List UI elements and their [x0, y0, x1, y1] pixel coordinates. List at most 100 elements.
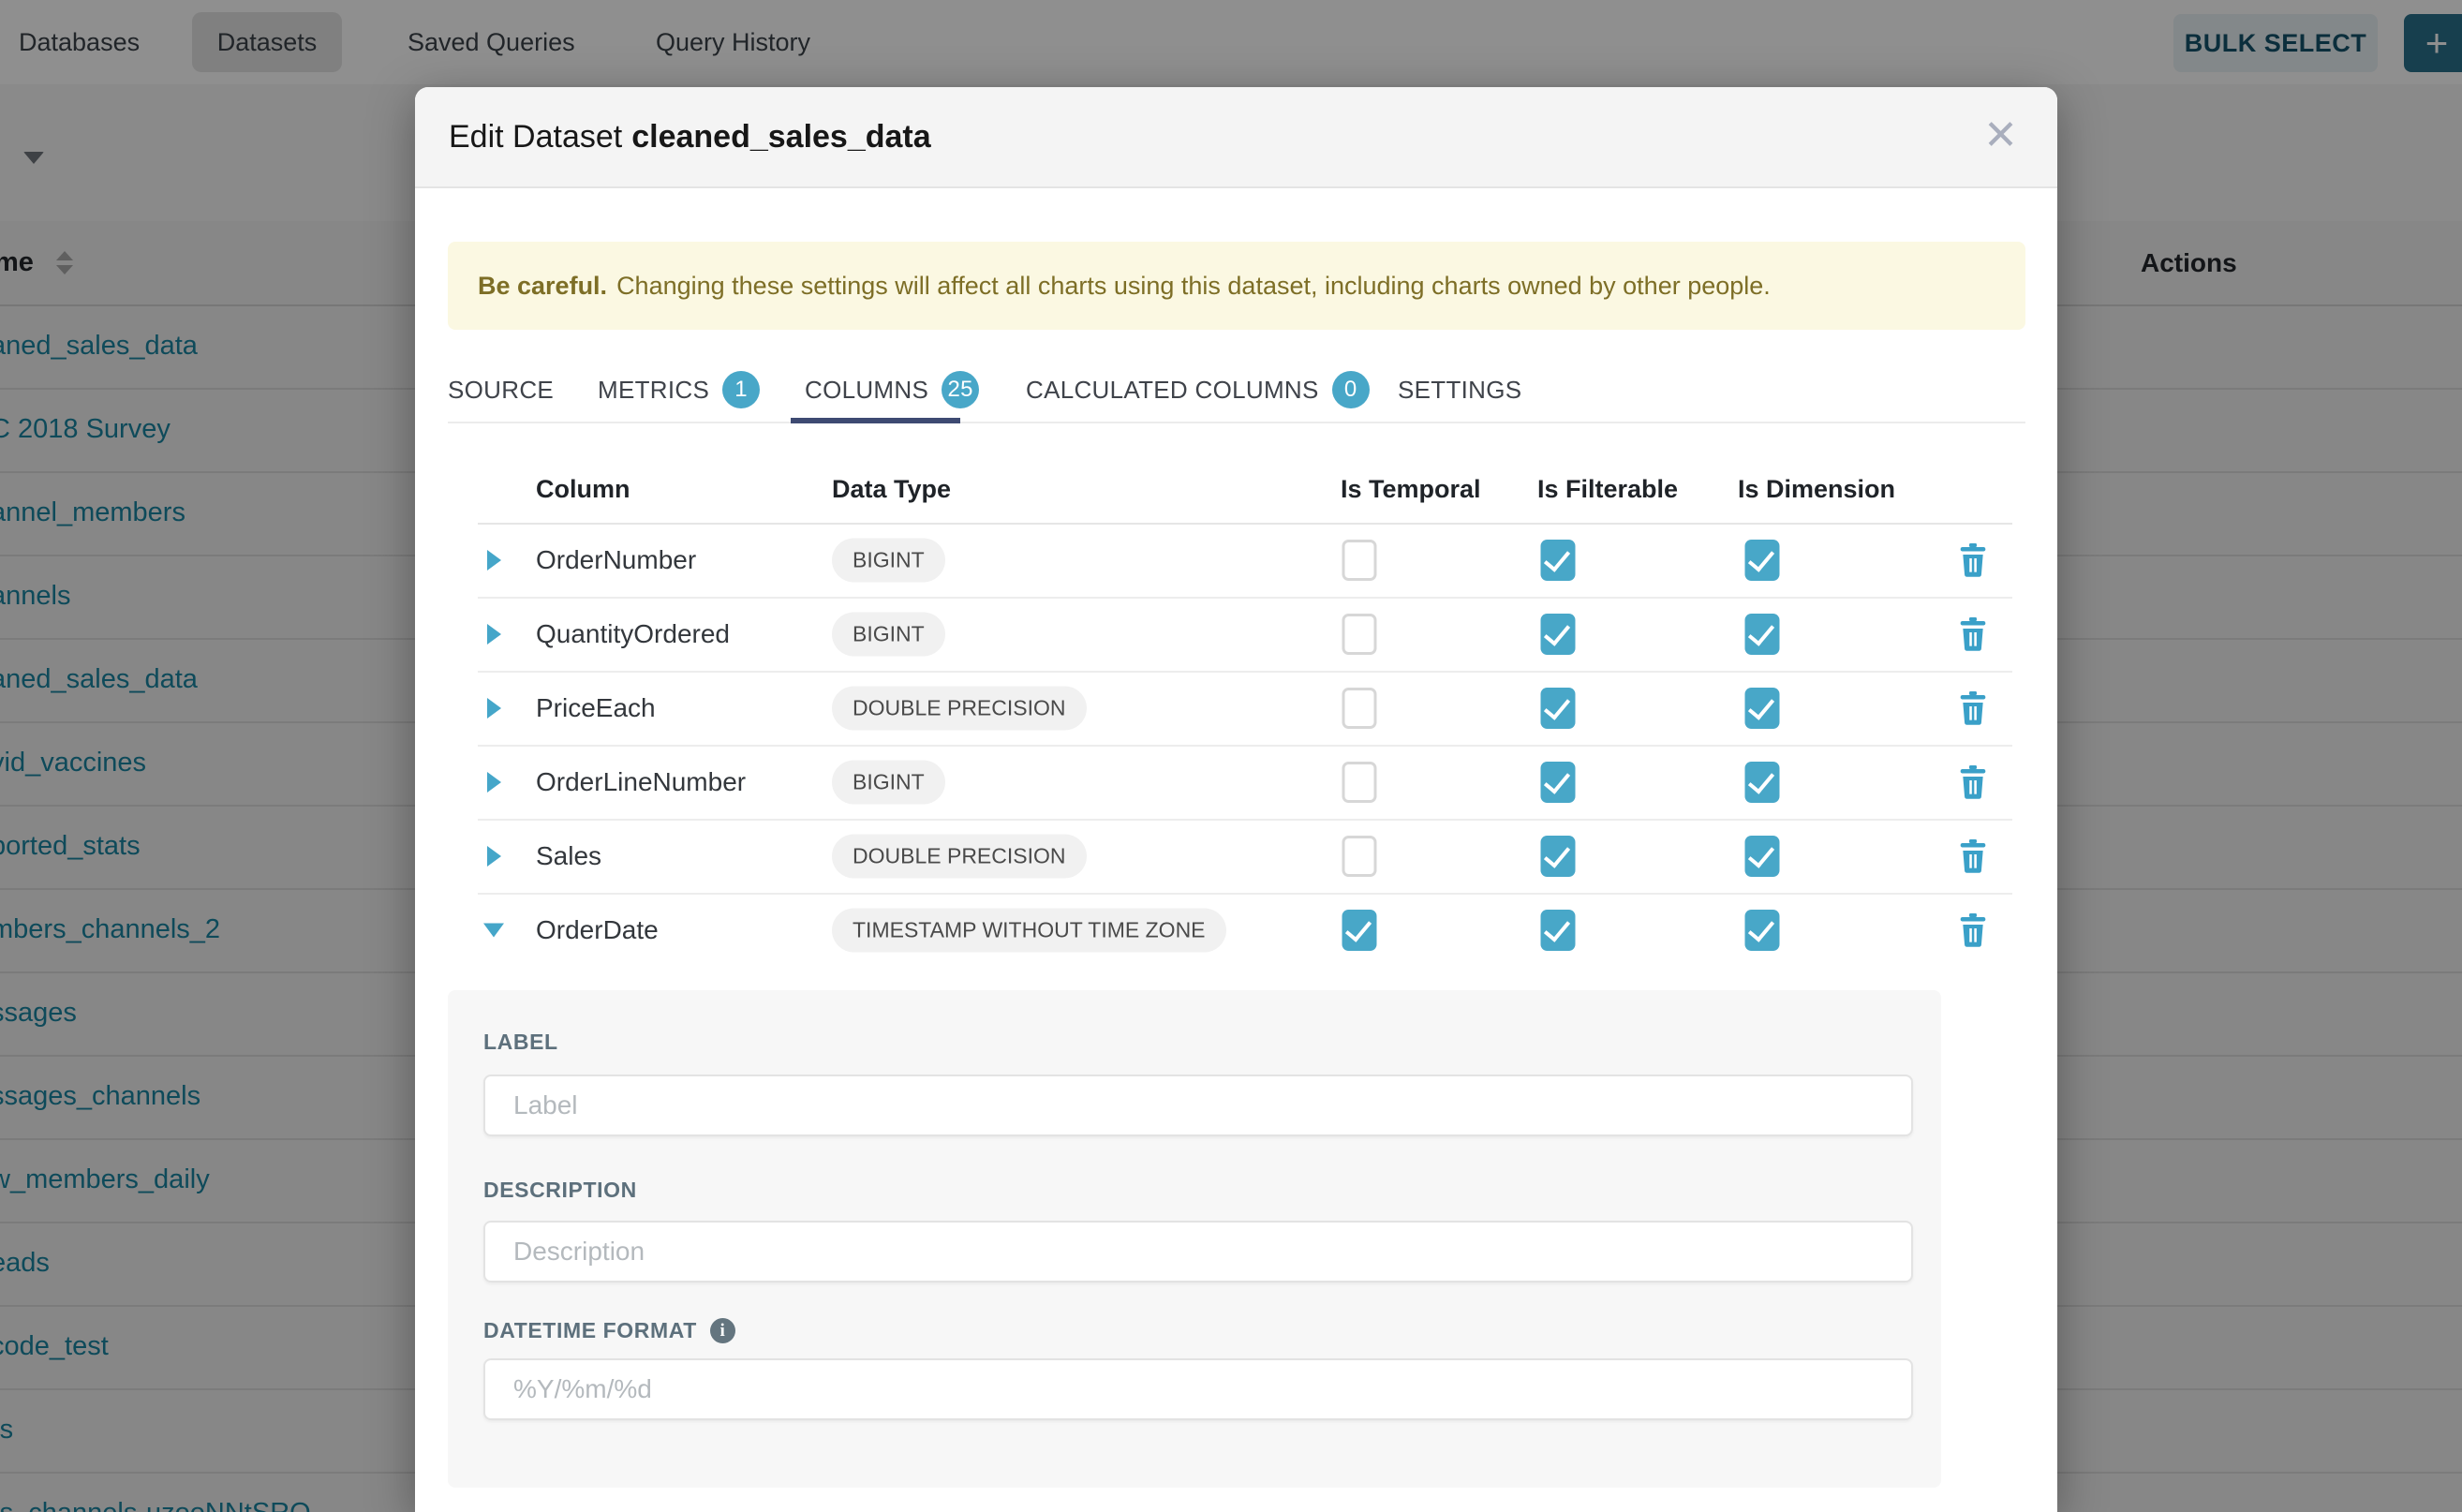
metrics-count-badge: 1: [722, 371, 761, 408]
expand-caret-icon[interactable]: [487, 697, 501, 719]
is-dimension-checkbox[interactable]: [1744, 835, 1780, 877]
dataset-link[interactable]: ported_stats: [0, 831, 141, 861]
dataset-link[interactable]: ssages_channels: [0, 1081, 201, 1111]
active-tab-underline: [791, 418, 960, 423]
dataset-link[interactable]: ssages: [0, 998, 77, 1028]
is-filterable-checkbox[interactable]: [1540, 687, 1576, 729]
tab-metrics[interactable]: METRICS 1: [598, 363, 761, 416]
top-navigation: Databases Datasets Saved Queries Query H…: [0, 0, 2462, 86]
is-dimension-checkbox[interactable]: [1744, 687, 1780, 729]
nav-item-databases[interactable]: Databases: [19, 27, 141, 56]
modal-title-prefix: Edit Dataset: [449, 118, 623, 155]
is-temporal-checkbox[interactable]: [1342, 687, 1377, 729]
warning-banner: Be careful. Changing these settings will…: [448, 242, 2025, 330]
data-type-pill: BIGINT: [832, 612, 945, 656]
column-name: Sales: [536, 840, 602, 870]
description-input[interactable]: [483, 1221, 1913, 1282]
is-filterable-checkbox[interactable]: [1540, 909, 1576, 951]
tab-label: CALCULATED COLUMNS: [1026, 375, 1319, 404]
tab-label: SOURCE: [448, 375, 555, 404]
dataset-link[interactable]: rs_channels-uzooNNtSRO: [0, 1472, 311, 1512]
is-filterable-checkbox[interactable]: [1540, 613, 1576, 655]
is-filterable-checkbox[interactable]: [1540, 835, 1576, 877]
tab-source[interactable]: SOURCE: [448, 363, 554, 416]
is-temporal-checkbox[interactable]: [1342, 761, 1377, 803]
is-temporal-checkbox[interactable]: [1342, 835, 1377, 877]
field-label-text: LABEL: [483, 1030, 558, 1054]
table-row: OrderNumber BIGINT: [478, 523, 2012, 599]
collapse-caret-icon[interactable]: [483, 923, 504, 937]
is-dimension-checkbox[interactable]: [1744, 761, 1780, 803]
dataset-link[interactable]: vid_vaccines: [0, 748, 147, 778]
column-name: OrderLineNumber: [536, 766, 747, 796]
dataset-link[interactable]: annel_members: [0, 497, 185, 527]
tab-label: METRICS: [598, 375, 710, 404]
column-name: QuantityOrdered: [536, 618, 730, 648]
expand-caret-icon[interactable]: [487, 771, 501, 793]
expand-caret-icon[interactable]: [487, 549, 501, 571]
label-input[interactable]: [483, 1075, 1913, 1136]
columns-table-header: Column Data Type Is Temporal Is Filterab…: [478, 455, 2012, 525]
is-filterable-checkbox[interactable]: [1540, 539, 1576, 581]
field-label-text: DATETIME FORMAT: [483, 1318, 697, 1342]
datetime-format-input[interactable]: [483, 1358, 1913, 1420]
table-row: PriceEach DOUBLE PRECISION: [478, 671, 2012, 747]
modal-header: Edit Dataset cleaned_sales_data ✕: [415, 87, 2057, 188]
list-item: rs_channels-uzooNNtSRO: [0, 1472, 2462, 1512]
dataset-link[interactable]: aned_sales_data: [0, 331, 198, 361]
dataset-link[interactable]: eads: [0, 1248, 50, 1278]
is-filterable-checkbox[interactable]: [1540, 761, 1576, 803]
bulk-select-button[interactable]: BULK SELECT: [2173, 14, 2378, 72]
tab-settings[interactable]: SETTINGS: [1398, 363, 1521, 416]
is-temporal-checkbox[interactable]: [1342, 613, 1377, 655]
nav-item-datasets-active[interactable]: Datasets: [192, 12, 342, 72]
dataset-link[interactable]: annels: [0, 581, 71, 611]
data-type-pill: TIMESTAMP WITHOUT TIME ZONE: [832, 908, 1226, 952]
close-icon[interactable]: ✕: [1983, 112, 2018, 158]
sort-icon[interactable]: [56, 251, 73, 274]
delete-column-button[interactable]: [1958, 690, 1988, 725]
delete-column-button[interactable]: [1958, 764, 1988, 799]
info-icon[interactable]: i: [709, 1318, 735, 1343]
dataset-link[interactable]: mbers_channels_2: [0, 914, 221, 944]
delete-column-button[interactable]: [1958, 542, 1988, 577]
table-row: QuantityOrdered BIGINT: [478, 597, 2012, 673]
chevron-down-icon[interactable]: [23, 152, 44, 164]
dataset-link[interactable]: aned_sales_data: [0, 664, 198, 694]
column-name: OrderNumber: [536, 544, 697, 574]
data-type-pill: DOUBLE PRECISION: [832, 834, 1087, 878]
delete-column-button[interactable]: [1958, 616, 1988, 651]
column-name: PriceEach: [536, 692, 656, 722]
delete-column-button[interactable]: [1958, 912, 1988, 947]
calculated-columns-count-badge: 0: [1331, 371, 1370, 408]
modal-dataset-name: cleaned_sales_data: [631, 118, 931, 155]
tab-calculated-columns[interactable]: CALCULATED COLUMNS 0: [1026, 363, 1370, 416]
data-type-pill: BIGINT: [832, 760, 945, 804]
name-column-header[interactable]: me: [0, 247, 34, 277]
tab-label: COLUMNS: [805, 375, 929, 404]
is-temporal-checkbox[interactable]: [1342, 539, 1377, 581]
columns-count-badge: 25: [942, 371, 980, 408]
data-type-pill: DOUBLE PRECISION: [832, 686, 1087, 730]
add-dataset-button[interactable]: +: [2404, 14, 2462, 72]
tab-columns[interactable]: COLUMNS 25: [805, 363, 980, 416]
label-field-label: LABEL: [483, 1030, 558, 1055]
nav-item-query-history[interactable]: Query History: [656, 27, 811, 56]
header-column: Column: [536, 475, 630, 503]
header-is-temporal: Is Temporal: [1341, 475, 1481, 503]
is-dimension-checkbox[interactable]: [1744, 909, 1780, 951]
field-label-text: DESCRIPTION: [483, 1178, 637, 1202]
expand-caret-icon[interactable]: [487, 623, 501, 645]
is-dimension-checkbox[interactable]: [1744, 539, 1780, 581]
dataset-link[interactable]: code_test: [0, 1331, 109, 1361]
delete-column-button[interactable]: [1958, 838, 1988, 873]
dataset-link[interactable]: C 2018 Survey: [0, 414, 171, 444]
table-row: OrderLineNumber BIGINT: [478, 745, 2012, 821]
nav-item-saved-queries[interactable]: Saved Queries: [408, 27, 575, 56]
data-type-pill: BIGINT: [832, 538, 945, 582]
is-temporal-checkbox[interactable]: [1342, 909, 1377, 951]
dataset-link[interactable]: rs: [0, 1415, 14, 1445]
dataset-link[interactable]: w_members_daily: [0, 1164, 210, 1194]
expand-caret-icon[interactable]: [487, 845, 501, 867]
is-dimension-checkbox[interactable]: [1744, 613, 1780, 655]
